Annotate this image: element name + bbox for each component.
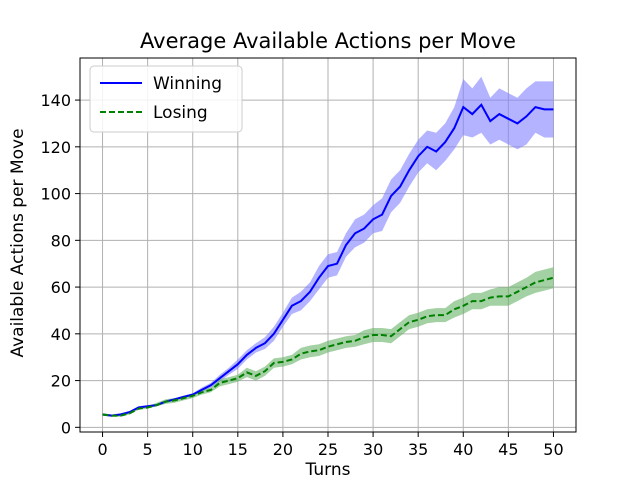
x-tick-label: 10	[183, 440, 203, 459]
y-axis-ticks: 0 20 40 60 80 100 120 140	[40, 91, 80, 437]
band-losing	[102, 267, 554, 417]
band-winning	[102, 76, 554, 417]
y-tick-label: 0	[61, 418, 71, 437]
x-axis-label: Turns	[305, 460, 351, 480]
y-tick-label: 100	[40, 185, 71, 204]
x-tick-label: 0	[97, 440, 107, 459]
x-tick-label: 40	[453, 440, 473, 459]
series-lines	[102, 103, 554, 417]
chart-title: Average Available Actions per Move	[140, 29, 516, 53]
line-losing	[102, 276, 554, 417]
x-tick-label: 15	[228, 440, 248, 459]
legend-label-winning: Winning	[153, 74, 222, 94]
x-tick-label: 30	[363, 440, 383, 459]
x-tick-label: 20	[273, 440, 293, 459]
y-tick-label: 20	[51, 372, 71, 391]
line-winning	[102, 103, 554, 417]
y-axis-label: Available Actions per Move	[8, 128, 28, 357]
y-tick-label: 140	[40, 91, 71, 110]
y-tick-label: 60	[51, 278, 71, 297]
y-tick-label: 80	[51, 231, 71, 250]
x-tick-label: 5	[143, 440, 153, 459]
x-axis-ticks: 0 5 10 15 20 25 30 35 40 45 50	[97, 432, 564, 459]
confidence-bands	[102, 76, 554, 417]
x-tick-label: 35	[408, 440, 428, 459]
y-tick-label: 120	[40, 138, 71, 157]
legend-label-losing: Losing	[153, 103, 208, 123]
y-tick-label: 40	[51, 325, 71, 344]
legend: Winning Losing	[89, 65, 243, 133]
x-tick-label: 45	[498, 440, 518, 459]
x-tick-label: 50	[543, 440, 563, 459]
x-tick-label: 25	[318, 440, 338, 459]
